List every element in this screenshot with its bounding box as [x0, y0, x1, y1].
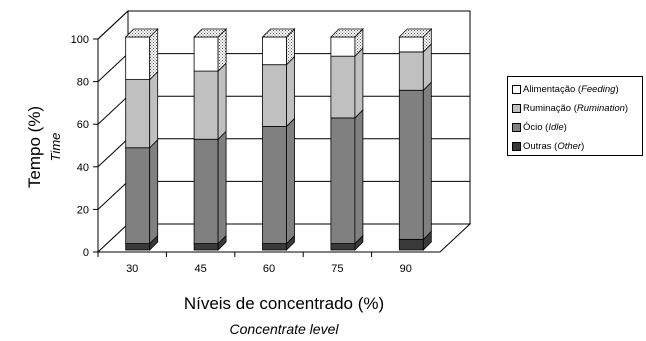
y-tick-label: 80: [77, 77, 89, 89]
legend-label-rumination: Ruminação (: [523, 103, 577, 114]
legend-swatch-idle: [512, 123, 521, 132]
gridline-side: [97, 10, 129, 40]
bar-segment-alimentacao: [125, 36, 151, 80]
x-tick-label: 90: [400, 263, 412, 275]
gridline-side: [97, 95, 129, 125]
bar-segment-ocio: [262, 126, 287, 245]
bar-segment-ocio: [125, 147, 151, 245]
legend-label-other-en: Other: [557, 141, 582, 152]
y-tick-label: 20: [77, 204, 89, 216]
bar-segment-alimentacao: [193, 36, 219, 72]
bar-side-ruminacao: [354, 47, 364, 119]
bar-segment-ruminacao: [262, 64, 287, 127]
x-tick-label: 30: [126, 263, 138, 275]
x-tick-label: 45: [194, 263, 206, 275]
bar-side-ocio: [217, 130, 227, 245]
legend-item-idle: Ócio (Idle): [512, 118, 642, 137]
bar-segment-outras: [262, 243, 287, 251]
y-axis-subtitle: Time: [48, 133, 63, 162]
bar-stack-90: [398, 28, 433, 251]
legend-label-idle: Ócio (: [523, 122, 549, 133]
bar-segment-ruminacao: [125, 79, 151, 149]
bar-segment-outras: [125, 243, 151, 251]
bar-stack-75: [329, 28, 364, 251]
legend-swatch-rumination: [512, 104, 521, 113]
legend-swatch-other: [512, 142, 521, 151]
bar-segment-ruminacao: [193, 70, 219, 140]
side-wall: [97, 9, 129, 254]
gridline-side: [97, 53, 129, 82]
bar-segment-ocio: [193, 138, 219, 245]
legend: Alimentação (Feeding) Ruminação (Ruminat…: [507, 76, 643, 156]
bar-segment-alimentacao: [262, 36, 287, 66]
bar-segment-ocio: [330, 117, 356, 245]
bar-top: [124, 28, 159, 38]
bar-side-ocio: [354, 108, 364, 245]
legend-label-other: Outras (: [523, 141, 558, 152]
bar-top: [329, 28, 364, 38]
y-tick-label: 60: [77, 119, 89, 131]
bar-segment-outras: [398, 238, 424, 251]
y-axis-title: Tempo (%): [25, 106, 44, 188]
legend-item-rumination: Ruminação (Rumination): [512, 99, 642, 118]
legend-label-idle-en: Idle: [548, 122, 564, 133]
legend-label-feeding: Alimentação (: [523, 84, 582, 95]
bar-side-ocio: [286, 117, 295, 245]
bars: [124, 28, 433, 251]
gridline-side: [97, 138, 129, 168]
x-tick-label: 75: [331, 263, 343, 275]
bar-top: [193, 28, 228, 38]
x-tick-label: 60: [263, 263, 275, 275]
bar-side-ocio: [149, 138, 159, 245]
legend-swatch-feeding: [512, 85, 521, 94]
bar-side-ruminacao: [217, 62, 227, 141]
x-axis-subtitle: Concentrate level: [230, 321, 340, 337]
bar-segment-ocio: [398, 89, 424, 240]
bar-segment-outras: [193, 243, 219, 251]
bar-stack-45: [193, 28, 228, 251]
legend-item-feeding: Alimentação (Feeding): [512, 80, 642, 99]
bar-side-ruminacao: [149, 70, 159, 149]
axis-ticks: 0 20 40 60 80 100 30 45 60 75 90: [71, 34, 440, 275]
gridline-side: [97, 181, 129, 210]
bar-stack-60: [261, 28, 296, 251]
y-tick-label: 40: [77, 162, 89, 174]
bar-segment-ruminacao: [398, 51, 424, 91]
bar-segment-outras: [330, 243, 356, 251]
bar-segment-ruminacao: [330, 55, 356, 119]
x-axis-title: Níveis de concentrado (%): [184, 294, 384, 313]
bar-segment-alimentacao: [330, 36, 356, 57]
bar-top: [398, 28, 433, 38]
bar-segment-alimentacao: [398, 36, 424, 53]
legend-label-feeding-en: Feeding: [581, 84, 616, 95]
y-tick-label: 0: [83, 247, 89, 259]
bar-side-ruminacao: [286, 55, 295, 128]
bar-top: [261, 28, 296, 38]
bar-stack-30: [124, 28, 159, 251]
bar-side-alimentacao: [149, 28, 159, 81]
legend-item-other: Outras (Other): [512, 137, 642, 156]
legend-label-rumination-en: Rumination: [576, 103, 625, 114]
y-tick-label: 100: [71, 34, 89, 46]
bar-side-ocio: [422, 81, 432, 241]
